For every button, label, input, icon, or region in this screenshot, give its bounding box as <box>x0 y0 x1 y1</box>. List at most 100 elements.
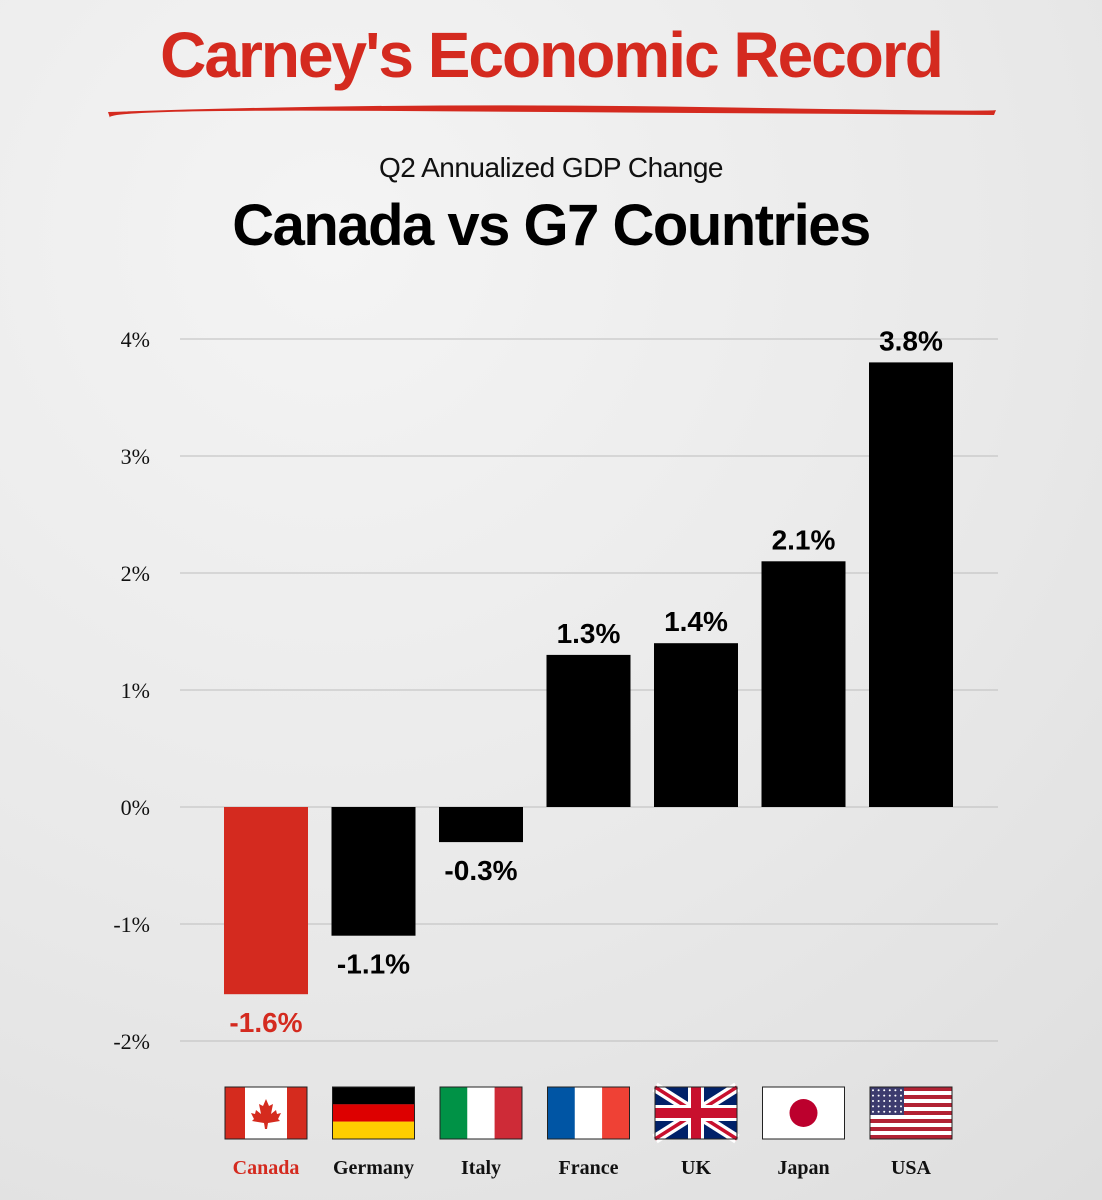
star <box>872 1089 874 1092</box>
value-label: 1.3% <box>557 618 621 649</box>
star <box>872 1105 874 1108</box>
star <box>883 1100 886 1102</box>
flag-part <box>332 1104 415 1122</box>
stripe <box>870 1095 952 1100</box>
value-label: 3.8% <box>879 325 943 356</box>
y-tick-label: 0% <box>121 795 150 820</box>
stripe <box>870 1099 952 1104</box>
flag-part <box>602 1087 630 1139</box>
flag-part <box>440 1087 468 1139</box>
star <box>900 1110 902 1113</box>
y-tick-label: 4% <box>121 327 150 352</box>
star <box>883 1089 886 1092</box>
stripe <box>870 1127 952 1132</box>
bar-uk <box>654 643 738 807</box>
star <box>888 1094 891 1097</box>
star <box>894 1094 897 1097</box>
flag-italy-icon <box>439 1086 523 1140</box>
flag-border <box>762 1086 845 1140</box>
stripe <box>870 1091 952 1096</box>
stripe <box>870 1103 952 1108</box>
star <box>894 1089 897 1092</box>
star <box>877 1094 880 1097</box>
canton <box>870 1087 904 1115</box>
star <box>900 1105 902 1108</box>
y-tick-label: -1% <box>113 912 150 937</box>
category-label: Japan <box>777 1157 829 1179</box>
bar-usa <box>869 362 953 807</box>
star <box>888 1110 891 1113</box>
value-label: -1.6% <box>229 1007 302 1038</box>
flag-part <box>574 1087 603 1139</box>
y-tick-label: 2% <box>121 561 150 586</box>
category-label: Italy <box>461 1157 501 1179</box>
stripe <box>870 1119 952 1124</box>
bar-italy <box>439 807 523 843</box>
flag-part <box>332 1121 415 1139</box>
star <box>888 1089 891 1092</box>
flag-part <box>494 1087 522 1139</box>
flag-part <box>467 1087 495 1139</box>
star <box>877 1100 880 1102</box>
flag-part <box>691 1087 701 1139</box>
category-label: Germany <box>333 1157 414 1179</box>
y-tick-label: 3% <box>121 444 150 469</box>
star <box>877 1110 880 1113</box>
star <box>894 1100 897 1102</box>
star <box>883 1094 886 1097</box>
star <box>894 1105 897 1108</box>
flag-usa-icon <box>869 1086 953 1140</box>
flag-border <box>654 1086 738 1140</box>
stripe <box>870 1135 952 1140</box>
flag-border <box>869 1086 953 1140</box>
flag-germany-icon <box>332 1086 415 1140</box>
headline: Carney's Economic Record <box>160 19 944 91</box>
flag-part <box>332 1087 415 1105</box>
category-label: USA <box>891 1157 932 1179</box>
flag-part <box>287 1087 307 1139</box>
star <box>872 1100 874 1102</box>
y-tick-label: 1% <box>121 678 150 703</box>
maple-leaf <box>251 1099 281 1129</box>
stripe <box>870 1115 952 1120</box>
bar-japan <box>761 561 846 807</box>
star <box>872 1094 874 1097</box>
flag-france-icon <box>547 1086 630 1140</box>
star <box>877 1089 880 1092</box>
category-label: Canada <box>233 1157 300 1179</box>
headline-underline <box>108 105 997 118</box>
stripe <box>870 1123 952 1128</box>
star <box>900 1089 902 1092</box>
star <box>888 1100 891 1102</box>
value-label: 2.1% <box>772 524 836 555</box>
sun-disc <box>789 1099 818 1127</box>
bar-germany <box>331 807 416 936</box>
flag-border <box>439 1086 523 1140</box>
category-label: France <box>559 1157 619 1179</box>
flag-uk-icon <box>652 1082 740 1144</box>
category-label: UK <box>681 1157 711 1179</box>
flag-canada-icon <box>224 1086 308 1140</box>
flag-border <box>547 1086 630 1140</box>
star <box>900 1094 902 1097</box>
flag-japan-icon <box>762 1086 845 1140</box>
value-label: 1.4% <box>664 606 728 637</box>
chart-subtitle: Q2 Annualized GDP Change <box>379 152 723 183</box>
stripe <box>870 1111 952 1116</box>
stripe <box>870 1107 952 1112</box>
value-label: -0.3% <box>444 855 517 886</box>
bar-canada <box>224 807 308 995</box>
star <box>872 1110 874 1113</box>
flag-border <box>332 1086 415 1140</box>
value-label: -1.1% <box>337 949 410 980</box>
chart-title: Canada vs G7 Countries <box>232 193 871 258</box>
flag-part <box>225 1087 245 1139</box>
stripe <box>870 1131 952 1136</box>
star <box>888 1105 891 1108</box>
bar-france <box>546 654 631 807</box>
star <box>894 1110 897 1113</box>
y-tick-label: -2% <box>113 1029 150 1054</box>
star <box>877 1105 880 1108</box>
flag-part <box>547 1087 575 1139</box>
